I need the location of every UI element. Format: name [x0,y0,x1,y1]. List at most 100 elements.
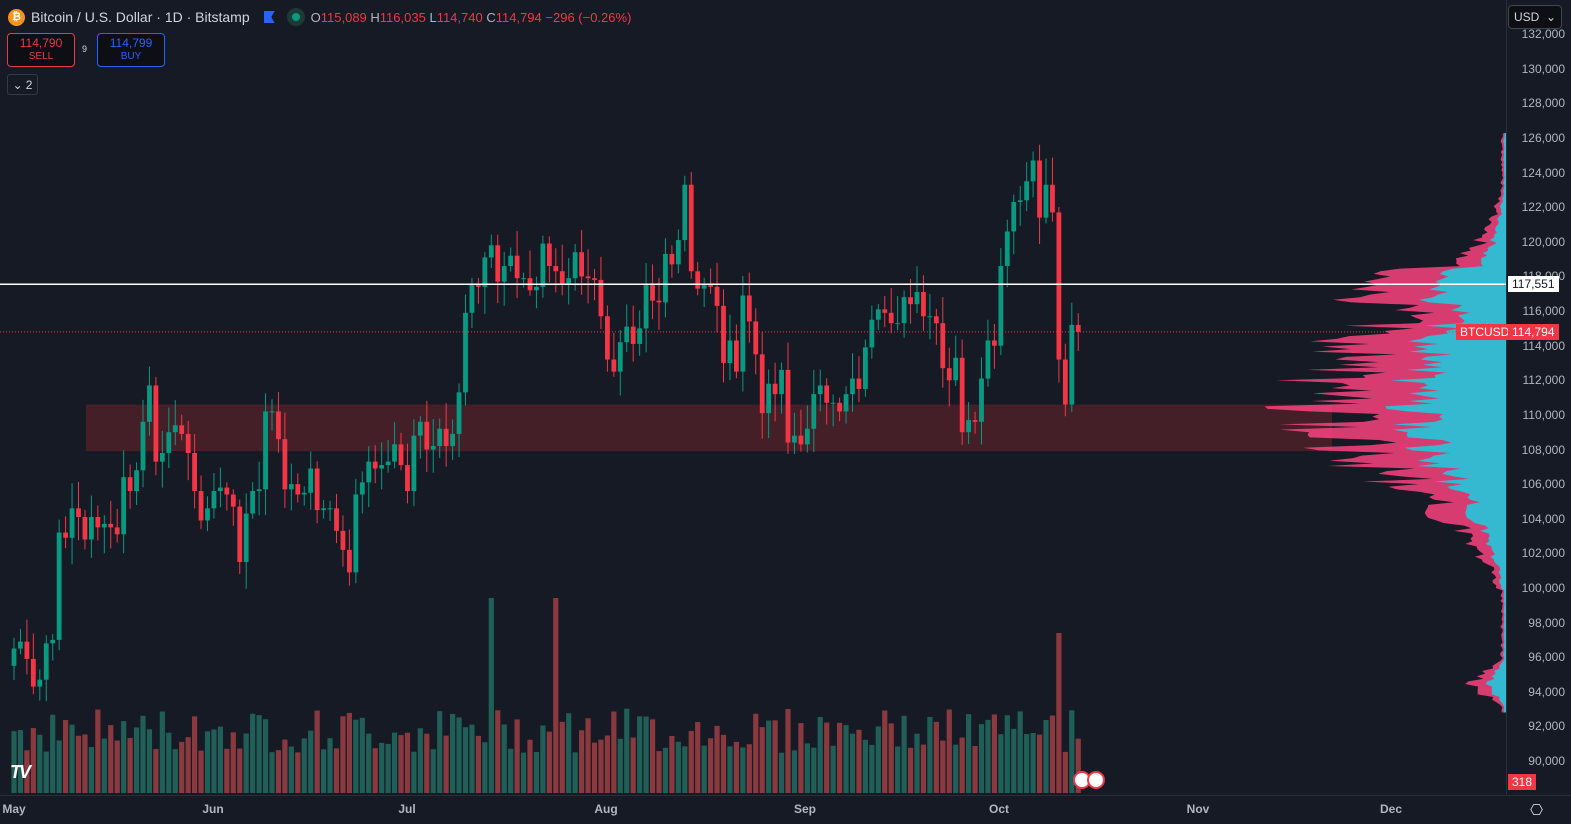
candle-body [334,508,339,531]
volume-bar [301,738,307,793]
volume-bar [637,716,643,793]
candle-body [888,312,894,324]
price-tick: 126,000 [1521,131,1565,145]
volume-bar [695,722,701,793]
price-tick: 90,000 [1528,754,1565,769]
candle-body [1017,200,1023,203]
price-chart[interactable] [0,0,1506,795]
candle-body [308,468,314,493]
ohlc-values: O115,089 H116,035 L114,740 C114,794 −296… [310,9,632,25]
candle-body [914,292,920,305]
volume-bar [262,719,269,793]
volume-bar [430,749,436,793]
volume-bar [488,598,494,793]
candle-body [559,271,565,284]
candle-body [11,648,17,666]
volume-bar [95,709,101,793]
candle-body [611,359,617,372]
candle-body [843,394,849,412]
volume-bar [591,742,598,793]
volume-bar [662,747,669,793]
candle-body [43,643,49,680]
candle-body [340,530,346,550]
candle-body [243,513,249,562]
volume-bar [882,710,888,793]
candle-body [637,328,643,344]
sell-button[interactable]: 114,790 SELL [7,33,75,67]
volume-bar [701,745,707,793]
volume-bar [579,730,585,793]
volume-bar [63,720,69,793]
volume-bar [359,717,365,793]
candle-body [211,491,217,509]
tradingview-logo[interactable]: TV [10,762,31,782]
volume-bar [824,722,830,793]
volume-bar [1004,715,1010,793]
candle-body [979,378,984,422]
candle-body [450,433,455,447]
volume-bar [295,752,301,793]
candle-body [972,420,978,422]
volume-bar [772,720,778,793]
volume-bar [598,739,604,793]
volume-bar [17,730,24,793]
volume-bar [43,751,49,793]
volume-bar [75,735,82,793]
candle-body [463,312,468,393]
candle-body [927,316,933,318]
price-axis[interactable]: 132,000 130,000 128,000 126,000 124,000 122,0… [1506,0,1571,795]
candle-body [882,309,888,313]
time-tick: Aug [594,802,618,816]
volume-bar [237,748,243,793]
volume-bar [346,712,352,793]
volume-bar [785,709,791,793]
candle-body [288,484,294,490]
volume-bar [888,723,894,793]
buy-button[interactable]: 114,799 BUY [97,33,165,67]
volume-bar [849,733,856,793]
volume-bar [766,720,772,793]
time-axis[interactable]: ⎔ May Jun Jul Aug Sep Oct Nov Dec [0,795,1571,824]
candle-body [946,368,952,381]
volume-bar [753,713,759,793]
volume-bar [275,750,282,793]
volume-bar [192,716,198,793]
candle-body [101,523,107,528]
volume-bar [759,727,765,793]
volume-bar [411,751,417,793]
volume-bar [630,737,636,793]
price-tick: 130,000 [1521,61,1565,76]
volume-bar [50,714,56,793]
candle-body [875,309,881,320]
candle-body [379,465,385,469]
volume-bar [101,738,107,793]
volume-bar [675,741,681,793]
candle-body [953,357,959,381]
candle-body [276,411,281,440]
candle-body [617,342,623,372]
volume-bar [727,746,733,793]
volume-bar [837,722,843,793]
volume-bar [198,750,204,793]
volume-bar [740,747,746,793]
candle-body [63,532,68,538]
volume-bar [817,716,823,793]
candle-body [714,286,720,306]
currency-select[interactable]: USD ⌄ [1508,5,1562,29]
candle-body [727,340,733,363]
candle-body [224,487,230,495]
volume-bar [391,732,398,793]
candle-body [108,523,114,528]
candle-body [359,482,365,495]
volume-bar [553,598,559,793]
market-status-icon[interactable] [286,8,305,26]
candle-body [566,278,572,284]
candle-body [663,253,668,303]
settings-icon[interactable]: ⎔ [1530,802,1544,819]
volume-bar [82,734,88,793]
volume-bar [953,744,959,793]
indicators-collapse-button[interactable]: ⌄ 2 [7,74,38,95]
symbol-title[interactable]: Bitcoin / U.S. Dollar · 1D · Bitstamp [31,9,250,25]
flag-icon[interactable] [263,11,275,23]
volume-bar [121,721,127,793]
